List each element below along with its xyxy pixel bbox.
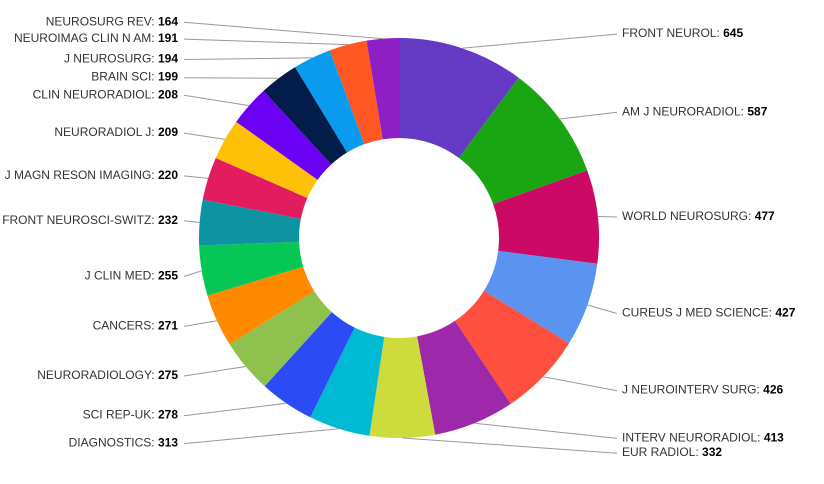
svg-text:NEUROSURG REV: 164: NEUROSURG REV: 164: [46, 14, 179, 28]
svg-text:J CLIN MED: 255: J CLIN MED: 255: [85, 269, 179, 283]
svg-text:SCI REP-UK: 278: SCI REP-UK: 278: [83, 408, 179, 422]
svg-text:J NEUROINTERV SURG: 426: J NEUROINTERV SURG: 426: [622, 383, 783, 397]
svg-text:DIAGNOSTICS: 313: DIAGNOSTICS: 313: [69, 436, 179, 450]
svg-text:INTERV NEURORADIOL: 413: INTERV NEURORADIOL: 413: [622, 431, 784, 445]
svg-text:J MAGN RESON IMAGING: 220: J MAGN RESON IMAGING: 220: [5, 168, 179, 182]
svg-text:AM J NEURORADIOL: 587: AM J NEURORADIOL: 587: [622, 104, 768, 118]
svg-text:FRONT NEUROSCI-SWITZ: 232: FRONT NEUROSCI-SWITZ: 232: [2, 213, 178, 227]
svg-text:WORLD NEUROSURG: 477: WORLD NEUROSURG: 477: [622, 209, 775, 223]
svg-text:CUREUS J MED SCIENCE: 427: CUREUS J MED SCIENCE: 427: [622, 306, 796, 320]
svg-text:CANCERS: 271: CANCERS: 271: [93, 319, 179, 333]
svg-text:BRAIN SCI: 199: BRAIN SCI: 199: [91, 70, 178, 84]
svg-text:NEURORADIOL J: 209: NEURORADIOL J: 209: [54, 125, 178, 139]
svg-text:NEUROIMAG CLIN N AM: 191: NEUROIMAG CLIN N AM: 191: [14, 31, 178, 45]
svg-text:CLIN NEURORADIOL: 208: CLIN NEURORADIOL: 208: [33, 87, 179, 101]
svg-text:FRONT NEUROL: 645: FRONT NEUROL: 645: [622, 26, 743, 40]
svg-text:J NEUROSURG: 194: J NEUROSURG: 194: [64, 52, 178, 66]
svg-text:EUR RADIOL: 332: EUR RADIOL: 332: [622, 445, 722, 459]
svg-text:NEURORADIOLOGY: 275: NEURORADIOLOGY: 275: [37, 368, 178, 382]
